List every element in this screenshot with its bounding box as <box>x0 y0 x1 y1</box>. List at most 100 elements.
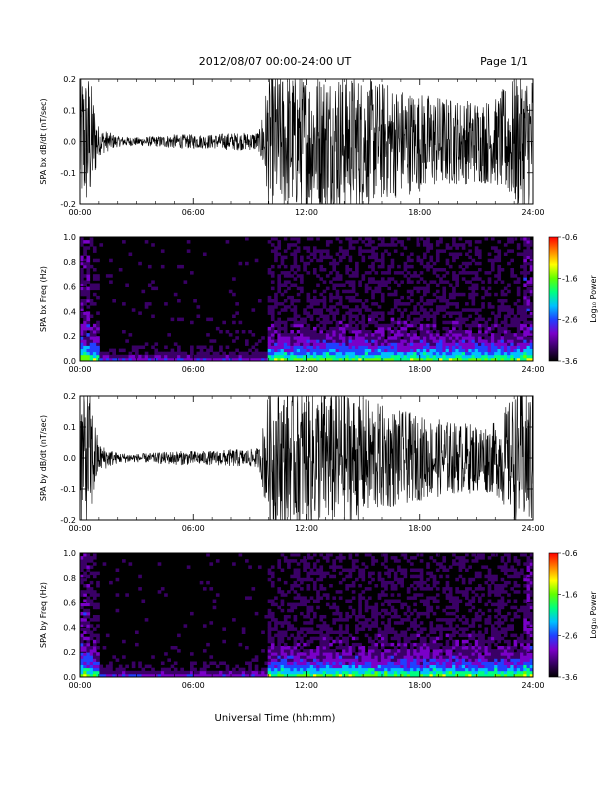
spectrogram-cell <box>105 633 110 638</box>
spectrogram-cell <box>403 571 408 576</box>
spectrogram-cell <box>348 553 353 557</box>
spectrogram-cell <box>497 330 502 334</box>
spectrogram-cell <box>283 249 288 253</box>
spectrogram-cell <box>497 357 502 362</box>
spectrogram-cell <box>329 305 333 309</box>
spectrogram-cell <box>529 624 534 628</box>
spectrogram-cell <box>351 636 356 641</box>
spectrogram-cell <box>471 271 476 275</box>
spectrogram-cell <box>348 246 353 250</box>
spectrogram-cell <box>452 286 456 291</box>
spectrogram-cell <box>335 333 340 337</box>
spectrogram-cell <box>322 268 327 272</box>
spectrogram-cell <box>209 562 214 566</box>
spectrogram-cell <box>238 673 243 678</box>
spectrogram-cell <box>109 274 113 278</box>
spectrogram-cell <box>429 596 434 600</box>
spectrogram-cell <box>355 274 359 278</box>
spectrogram-cell <box>361 255 366 260</box>
spectrogram-cell <box>387 336 392 340</box>
spectrogram-cell <box>507 354 511 359</box>
spectrogram-cell <box>468 633 472 638</box>
spectrogram-cell <box>86 274 91 278</box>
spectrogram-cell <box>400 605 404 610</box>
spectrogram-cell <box>526 333 531 337</box>
spectrogram-cell <box>497 673 502 678</box>
spectrogram-cell <box>89 655 94 659</box>
spectrogram-cell <box>92 590 97 594</box>
spectrogram-cell <box>477 342 482 346</box>
spectrogram-cell <box>342 249 346 253</box>
spectrogram-cell <box>173 292 178 297</box>
spectrogram-cell <box>435 664 440 669</box>
spectrogram-cell <box>497 339 502 343</box>
spectrogram-cell <box>523 323 527 328</box>
spectrogram-cell <box>458 652 463 656</box>
spectrogram-cell <box>419 261 424 266</box>
spectrogram-cell <box>345 673 349 678</box>
spectrogram-cell <box>206 354 210 359</box>
spectrogram-cell <box>322 323 327 328</box>
spectrogram-cell <box>92 652 97 656</box>
spectrogram-cell <box>445 280 450 284</box>
spectrogram-cell <box>500 268 505 272</box>
spectrogram-cell <box>335 326 340 331</box>
spectrogram-cell <box>277 240 282 244</box>
spectrogram-cell <box>154 348 159 353</box>
spectrogram-cell <box>413 596 417 600</box>
spectrogram-cell <box>448 336 453 340</box>
spectrogram-cell <box>520 673 524 678</box>
spectrogram-cell <box>277 330 282 334</box>
spectrogram-cell <box>361 646 366 650</box>
spectrogram-cell <box>474 642 479 647</box>
spectrogram-cell <box>520 317 524 322</box>
spectrogram-cell <box>374 333 379 337</box>
spectrogram-cell <box>241 627 246 631</box>
spectrogram-cell <box>345 670 349 675</box>
spectrogram-cell <box>319 646 324 650</box>
spectrogram-cell <box>487 639 492 644</box>
spectrogram-cell <box>306 584 311 588</box>
spectrogram-cell <box>458 345 463 349</box>
spectrogram-cell <box>274 664 278 669</box>
spectrogram-cell <box>83 602 87 607</box>
spectrogram-cell <box>348 633 353 638</box>
spectrogram-cell <box>325 336 330 340</box>
spectrogram-cell <box>303 326 307 331</box>
spectrogram-cell <box>86 590 91 594</box>
spectrogram-cell <box>490 264 495 269</box>
spectrogram-cell <box>393 649 398 653</box>
spectrogram-cell <box>503 584 508 588</box>
spectrogram-cell <box>196 351 201 356</box>
spectrogram-cell <box>494 354 498 359</box>
spectrogram-cell <box>92 342 97 346</box>
spectrogram-cell <box>529 336 534 340</box>
spectrogram-cell <box>312 348 317 353</box>
spectrogram-cell <box>516 652 521 656</box>
spectrogram-cell <box>287 670 291 675</box>
spectrogram-cell <box>419 587 424 591</box>
spectrogram-cell <box>406 336 411 340</box>
spectrogram-cell <box>529 590 534 594</box>
spectrogram-cell <box>212 670 217 675</box>
spectrogram-cell <box>335 357 340 362</box>
spectrogram-cell <box>426 611 430 616</box>
spectrogram-cell <box>455 562 459 566</box>
spectrogram-cell <box>529 292 534 297</box>
spectrogram-cell <box>374 351 379 356</box>
spectrogram-cell <box>510 627 514 631</box>
spectrogram-cell <box>306 639 311 644</box>
spectrogram-cell <box>245 351 249 356</box>
spectrogram-cell <box>228 351 233 356</box>
spectrogram-cell <box>523 348 527 353</box>
spectrogram-cell <box>529 615 534 619</box>
spectrogram-cell <box>338 565 343 569</box>
spectrogram-cell <box>397 670 401 675</box>
spectrogram-cell <box>335 670 340 675</box>
spectrogram-cell <box>277 323 282 328</box>
spectrogram-cell <box>290 608 294 613</box>
spectrogram-cell <box>238 354 243 359</box>
spectrogram-cell <box>83 608 87 613</box>
spectrogram-cell <box>419 649 424 653</box>
spectrogram-cell <box>319 661 324 665</box>
